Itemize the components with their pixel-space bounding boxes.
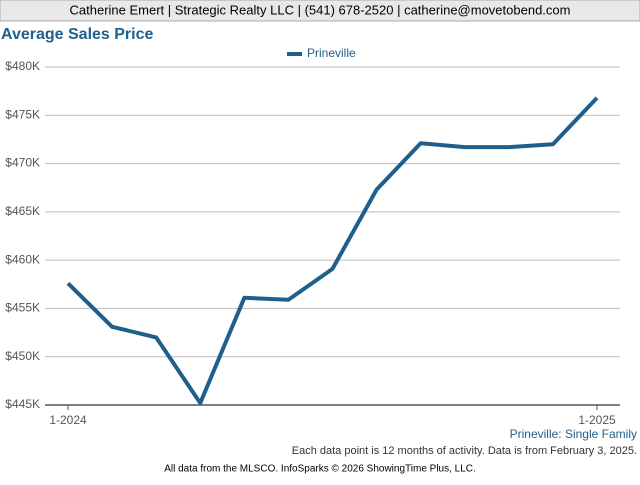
legend-label: Prineville	[307, 46, 356, 60]
header-bar	[0, 0, 640, 22]
y-tick-label: $470K	[5, 156, 40, 170]
chart-title: Average Sales Price	[1, 26, 154, 43]
y-tick-label: $480K	[5, 59, 40, 73]
y-tick-label: $475K	[5, 107, 40, 121]
y-tick-label: $455K	[5, 301, 40, 315]
y-tick-label: $450K	[5, 349, 40, 363]
x-tick-label: 1-2024	[49, 413, 87, 427]
footer: All data from the MLSCO. InfoSparks © 20…	[164, 464, 476, 475]
y-tick-label: $465K	[5, 204, 40, 218]
chart-subtitle: Prineville: Single Family	[510, 427, 637, 441]
chart-note: Each data point is 12 months of activity…	[292, 445, 637, 457]
header-text: Catherine Emert | Strategic Realty LLC |…	[70, 2, 571, 17]
x-tick-label: 1-2025	[578, 413, 616, 427]
y-tick-label: $445K	[5, 397, 40, 411]
data-line	[66, 96, 599, 406]
y-tick-label: $460K	[5, 252, 40, 266]
